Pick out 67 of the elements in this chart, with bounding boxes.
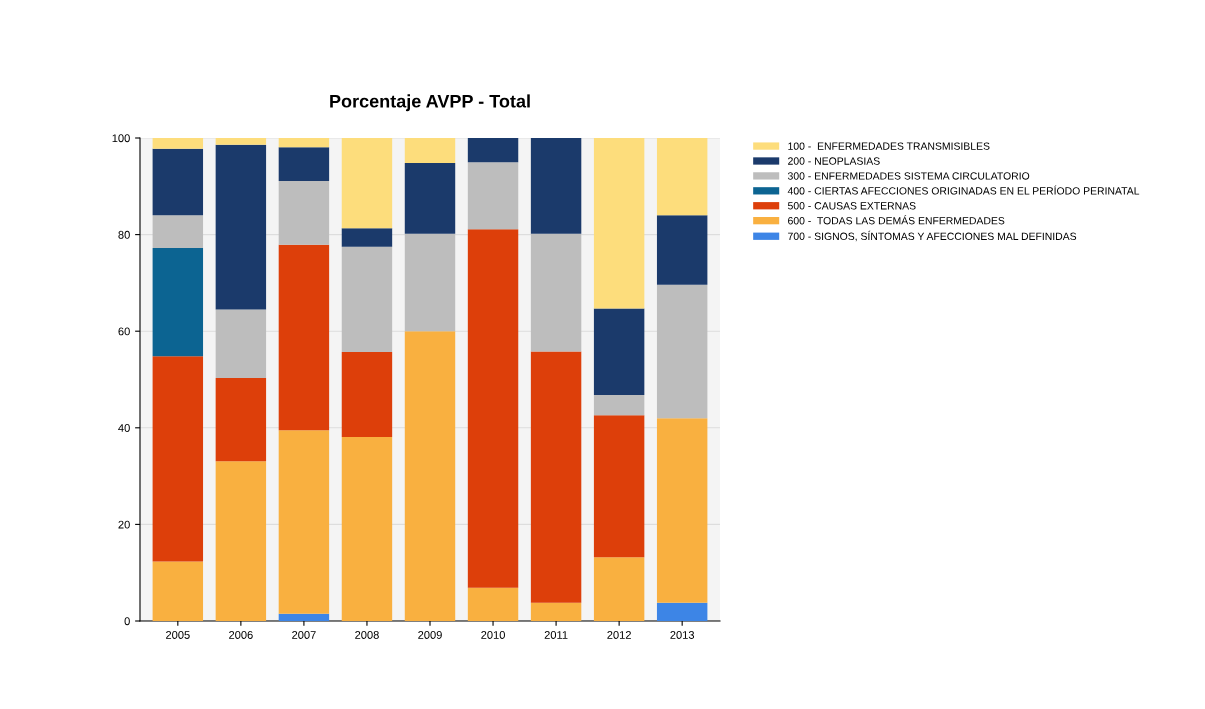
bar — [593, 308, 645, 395]
x-tick-label: 2008 — [355, 631, 379, 639]
bar — [467, 587, 519, 621]
bar — [530, 233, 582, 352]
bar — [341, 228, 393, 247]
legend-label: 500 - CAUSAS EXTERNAS — [787, 202, 916, 210]
bar — [656, 418, 708, 603]
bar — [404, 331, 456, 621]
legend-label: 400 - CIERTAS AFECCIONES ORIGINADAS EN EL PERÍODO PERINATAL — [787, 185, 1140, 195]
x-tick-label: 2006 — [229, 631, 253, 639]
bar — [593, 415, 645, 558]
y-tick-label: 80 — [118, 230, 130, 239]
bar — [467, 229, 519, 588]
bar — [278, 613, 330, 621]
legend-label: 300 - ENFERMEDADES SISTEMA CIRCULATORIO — [787, 172, 1030, 180]
bar — [215, 378, 267, 462]
bar — [341, 138, 393, 229]
bar — [530, 351, 582, 603]
bar — [530, 602, 582, 621]
y-tick-label: 60 — [118, 327, 130, 336]
bar — [341, 351, 393, 437]
legend-label: 100 - ENFERMEDADES TRANSMISIBLES — [788, 142, 990, 150]
bar — [404, 233, 456, 332]
bar — [215, 461, 267, 621]
bar — [530, 138, 582, 234]
bar — [278, 180, 330, 245]
bar — [341, 436, 393, 621]
y-tick-label: 0 — [124, 617, 130, 626]
bar — [215, 138, 267, 145]
x-tick-label: 2013 — [670, 631, 695, 639]
bar — [467, 138, 519, 163]
bar — [152, 215, 204, 249]
legend-label: 700 - SIGNOS, SÍNTOMAS Y AFECCIONES MAL DEFINIDAS — [788, 230, 1077, 242]
bar — [404, 138, 456, 164]
x-tick-label: 2009 — [418, 631, 442, 639]
y-tick-label: 40 — [118, 424, 130, 432]
bar — [656, 602, 708, 621]
bar — [152, 148, 204, 216]
bar — [656, 138, 708, 216]
x-tick-label: 2007 — [292, 631, 316, 639]
bar — [278, 430, 330, 614]
bar — [152, 356, 204, 562]
bar — [152, 248, 204, 357]
x-tick-label: 2005 — [166, 631, 190, 639]
x-tick-label: 2012 — [607, 631, 631, 639]
y-tick-label: 100 — [112, 134, 130, 143]
x-tick-label: 2011 — [544, 631, 568, 639]
bar — [467, 162, 519, 230]
bar — [152, 138, 204, 149]
bar — [341, 246, 393, 352]
bar — [656, 284, 708, 419]
chart-title: Porcentaje AVPP - Total — [330, 94, 530, 112]
legend-label: 200 - NEOPLASIAS — [788, 157, 880, 165]
bar — [593, 557, 645, 621]
y-tick-label: 20 — [118, 520, 130, 529]
bar — [404, 163, 456, 234]
legend-label: 600 - TODAS LAS DEMÁS ENFERMEDADES — [788, 215, 1005, 225]
bar — [593, 138, 645, 309]
bar — [215, 144, 267, 310]
bar — [278, 244, 330, 431]
x-tick-label: 2010 — [481, 631, 505, 639]
bar — [278, 138, 330, 148]
bar — [593, 394, 645, 416]
bar — [152, 561, 204, 621]
bar — [215, 309, 267, 379]
bar — [278, 147, 330, 181]
bar — [656, 215, 708, 285]
